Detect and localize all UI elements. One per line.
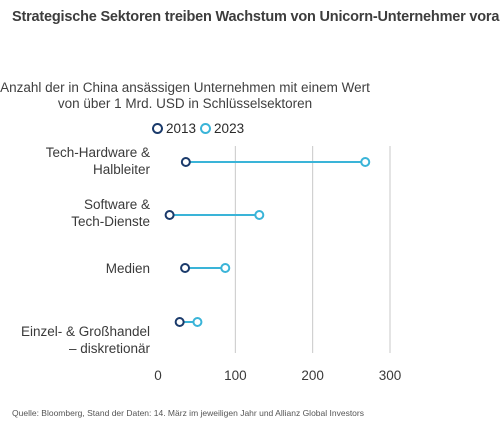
category-label-software: Software & Tech-Dienste xyxy=(71,196,150,230)
point-2023-0 xyxy=(360,157,371,167)
point-2013-3 xyxy=(174,317,185,327)
legend-label-2013: 2013 xyxy=(166,121,197,136)
x-tick-label-0: 0 xyxy=(154,368,162,383)
category-label-tech-hardware-line-2: Halbleiter xyxy=(92,162,150,177)
subtitle-line-2: von über 1 Mrd. USD in Schlüsselsektoren xyxy=(57,96,313,111)
legend-label-2023: 2023 xyxy=(214,121,245,136)
category-label-tech-hardware: Tech-Hardware & Halbleiter xyxy=(46,144,150,178)
category-label-tech-hardware-line-1: Tech-Hardware & xyxy=(45,145,150,160)
category-label-einzelhandel-line-2: – diskretionär xyxy=(68,341,150,356)
legend: 2013 2023 xyxy=(152,121,248,136)
category-label-software-line-1: Software & xyxy=(83,197,150,212)
point-2023-2 xyxy=(220,263,231,273)
legend-item-2023: 2023 xyxy=(200,121,244,136)
x-tick-label-200: 200 xyxy=(301,368,324,383)
point-2023-1 xyxy=(254,210,265,220)
category-label-einzelhandel-line-1: Einzel- & Großhandel xyxy=(20,324,150,339)
x-tick-label-300: 300 xyxy=(379,368,402,383)
subtitle-line-1: Anzahl der in China ansässigen Unternehm… xyxy=(0,80,370,95)
point-2023-3 xyxy=(192,317,203,327)
source-note: Quelle: Bloomberg, Stand der Daten: 14. … xyxy=(12,408,364,418)
category-label-medien: Medien xyxy=(106,260,150,277)
point-2013-0 xyxy=(180,157,191,167)
point-2013-2 xyxy=(180,263,191,273)
legend-item-2013: 2013 xyxy=(152,121,196,136)
category-label-software-line-2: Tech-Dienste xyxy=(71,214,150,229)
chart-subtitle: Anzahl der in China ansässigen Unternehm… xyxy=(0,80,370,112)
chart-title: Strategische Sektoren treiben Wachstum v… xyxy=(12,9,500,25)
category-label-einzelhandel: Einzel- & Großhandel – diskretionär xyxy=(21,323,150,357)
category-label-medien-line-1: Medien xyxy=(105,261,150,276)
legend-marker-2023 xyxy=(200,123,212,134)
legend-marker-2013 xyxy=(152,123,163,134)
point-2013-1 xyxy=(164,210,175,220)
x-tick-label-100: 100 xyxy=(224,368,247,383)
